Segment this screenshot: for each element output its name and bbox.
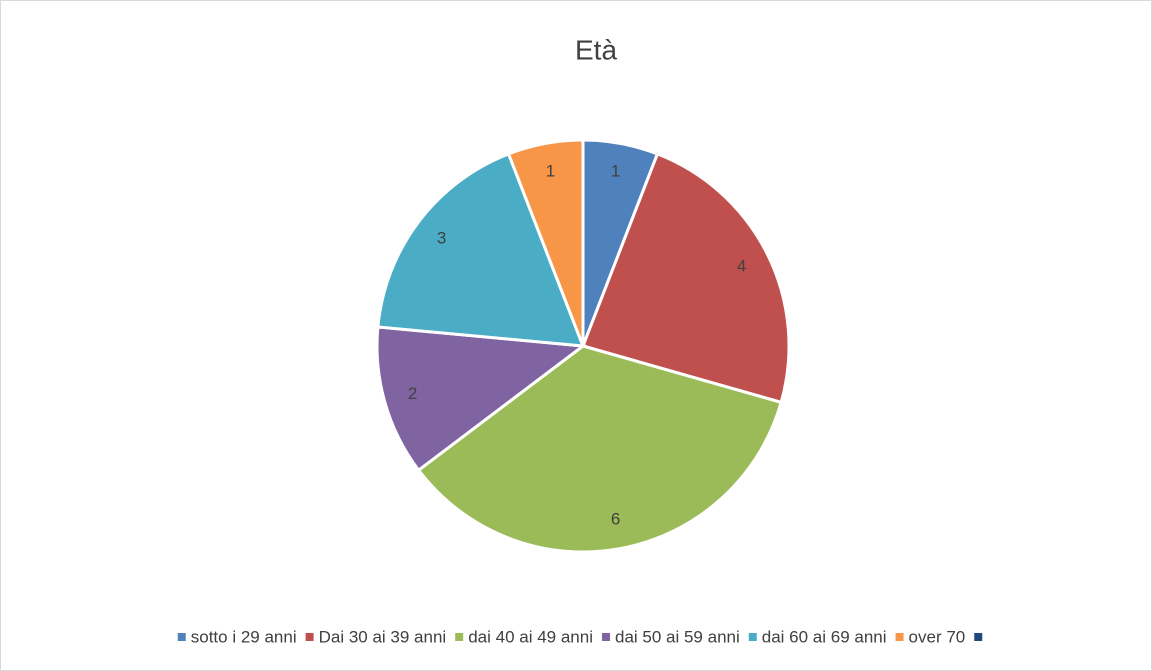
legend: sotto i 29 anni Dai 30 ai 39 anni dai 40 a… <box>177 627 983 646</box>
legend-label: Dai 30 ai 39 anni <box>319 627 447 646</box>
legend-swatch <box>748 633 757 641</box>
legend-swatch <box>601 633 610 641</box>
pie-slice <box>581 151 791 405</box>
legend-swatch <box>895 633 904 641</box>
data-label: 2 <box>408 384 417 403</box>
data-label: 6 <box>611 510 620 529</box>
legend-swatch <box>305 633 314 641</box>
legend-label: dai 60 ai 69 anni <box>762 627 887 646</box>
data-label: 1 <box>546 161 555 180</box>
legend-label: dai 50 ai 59 anni <box>615 627 740 646</box>
legend-swatch <box>974 633 983 641</box>
legend-label: sotto i 29 anni <box>191 627 297 646</box>
data-label: 3 <box>437 229 446 248</box>
legend-label: dai 40 ai 49 anni <box>468 627 593 646</box>
pie-slice <box>375 325 587 473</box>
chart-title: Età <box>575 34 617 65</box>
pie-slice <box>376 151 586 348</box>
pie-slice <box>506 138 585 347</box>
legend-swatch <box>455 633 464 641</box>
pie-slice <box>416 344 783 554</box>
legend-label: over 70 <box>909 627 966 646</box>
legend-swatch <box>177 633 186 641</box>
data-label: 1 <box>611 161 620 180</box>
data-label: 4 <box>737 257 746 276</box>
